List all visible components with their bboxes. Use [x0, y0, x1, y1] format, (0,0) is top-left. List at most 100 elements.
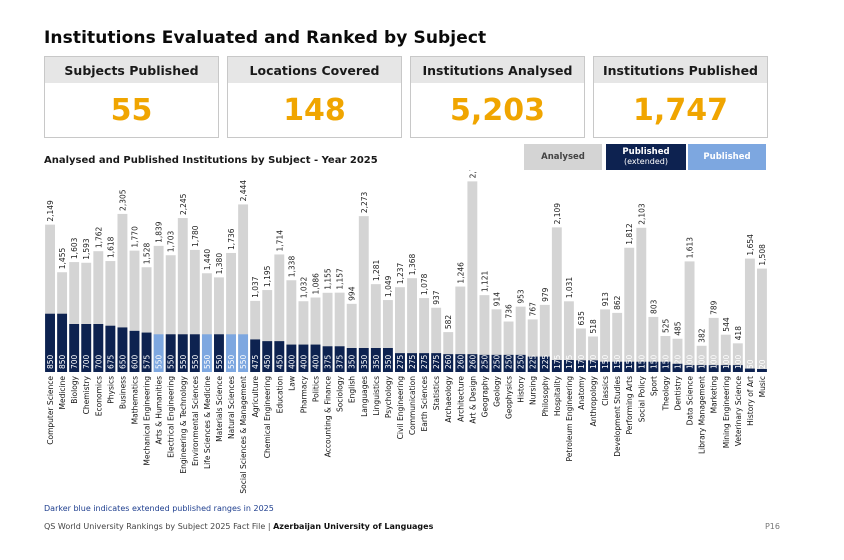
legend-extended-label: Published — [622, 147, 670, 157]
category-label: Performing Arts — [625, 376, 634, 435]
label-published: 650 — [118, 354, 127, 369]
bar-analysed — [153, 245, 164, 372]
category-label: Politics — [312, 376, 321, 402]
bar-published — [238, 334, 249, 372]
category-label: Arts & Humanities — [155, 376, 164, 444]
bar-analysed — [527, 319, 538, 372]
bar-published — [757, 369, 767, 372]
label-analysed: 1,237 — [396, 262, 405, 284]
stat-card-subjects: Subjects Published 55 — [44, 56, 219, 138]
stat-value: 1,747 — [633, 92, 728, 128]
category-label: Statistics — [432, 376, 441, 410]
label-analysed: 418 — [734, 326, 743, 341]
label-analysed: 518 — [589, 319, 598, 334]
label-analysed: 1,618 — [106, 236, 115, 258]
label-published: 350 — [372, 354, 381, 369]
bar-published — [346, 348, 357, 372]
label-analysed: 1,121 — [480, 270, 489, 292]
bar-analysed — [672, 338, 683, 372]
label-published: 170 — [589, 354, 598, 369]
label-published: 350 — [360, 354, 369, 369]
category-label: Anthropology — [589, 375, 598, 426]
category-label: Nursing — [529, 376, 538, 405]
bar-analysed — [539, 304, 550, 372]
label-analysed: 1,839 — [155, 221, 164, 243]
label-published: 250 — [517, 354, 526, 369]
bar-analysed — [310, 297, 321, 372]
label-analysed: 1,762 — [94, 226, 103, 248]
label-published: 400 — [287, 354, 296, 369]
bar-analysed — [93, 251, 104, 372]
label-published: 150 — [601, 354, 610, 369]
category-label: Mining Engineering — [722, 376, 731, 449]
label-published: 450 — [275, 354, 284, 369]
category-label: Medicine — [58, 376, 67, 410]
label-published: 850 — [46, 354, 55, 369]
bar-analysed — [189, 249, 200, 372]
category-label: Architecture — [456, 376, 465, 422]
category-label: Physics — [106, 376, 115, 404]
label-analysed: 1,508 — [758, 244, 767, 266]
label-published: 550 — [239, 354, 248, 369]
category-label: Sociology — [336, 375, 345, 412]
bar-analysed — [431, 307, 442, 372]
label-analysed: 2,109 — [553, 203, 562, 225]
label-analysed: 1,780 — [191, 225, 200, 247]
bar-published — [479, 354, 490, 372]
footer-prefix: QS World University Rankings by Subject … — [44, 522, 271, 531]
label-published: 50 — [746, 359, 755, 369]
label-published: 260 — [468, 354, 477, 369]
bar-published — [467, 354, 478, 372]
category-label: Civil Engineering — [396, 376, 405, 440]
label-analysed: 2,780 — [468, 170, 477, 178]
stat-card-institutions-analysed: Institutions Analysed 5,203 — [410, 56, 585, 138]
label-published: 450 — [263, 354, 272, 369]
label-analysed: 2,245 — [179, 193, 188, 215]
label-analysed: 1,032 — [299, 277, 308, 299]
category-label: Environmental Sciences — [191, 376, 200, 466]
bar-published — [431, 353, 442, 372]
label-analysed: 1,037 — [251, 276, 260, 298]
bar-published — [262, 341, 273, 372]
bar-analysed — [551, 227, 562, 372]
bar-published — [214, 334, 224, 372]
bar-published — [165, 334, 176, 372]
bar-published — [310, 344, 321, 372]
label-published: 175 — [553, 354, 562, 369]
category-label: Development Studies — [613, 376, 622, 457]
category-label: Social Policy — [637, 375, 646, 422]
bar-published — [732, 365, 743, 372]
bar-analysed — [624, 247, 635, 372]
bar-analysed — [708, 317, 719, 372]
label-analysed: 1,155 — [324, 268, 333, 290]
label-published: 475 — [251, 354, 260, 369]
label-analysed: 1,246 — [456, 262, 465, 284]
bar-published — [298, 344, 309, 372]
category-label: Education — [275, 376, 284, 414]
bar-published — [624, 361, 635, 372]
category-label: Chemical Engineering — [263, 376, 272, 458]
label-analysed: 1,736 — [227, 228, 236, 250]
bar-analysed — [141, 267, 152, 372]
label-analysed: 862 — [613, 295, 622, 310]
bar-published — [105, 325, 116, 372]
bar-published — [93, 324, 104, 372]
chart-note: Darker blue indicates extended published… — [44, 504, 274, 513]
bar-analysed — [757, 268, 767, 372]
bar-published — [81, 324, 92, 372]
bar-published — [395, 353, 405, 372]
bar-published — [382, 348, 393, 372]
bar-analysed — [636, 227, 647, 372]
label-published: 100 — [686, 354, 695, 369]
category-label: Geophysics — [505, 376, 514, 419]
label-published: 275 — [432, 354, 441, 369]
footer: QS World University Rankings by Subject … — [44, 522, 433, 531]
bar-analysed — [370, 284, 381, 372]
label-published: 700 — [82, 354, 91, 369]
bar-published — [189, 334, 200, 372]
bar-published — [708, 365, 719, 372]
category-label: Accounting & Finance — [324, 376, 333, 458]
label-analysed: 1,703 — [167, 231, 176, 253]
label-analysed: 994 — [348, 286, 357, 301]
label-published: 850 — [58, 354, 67, 369]
